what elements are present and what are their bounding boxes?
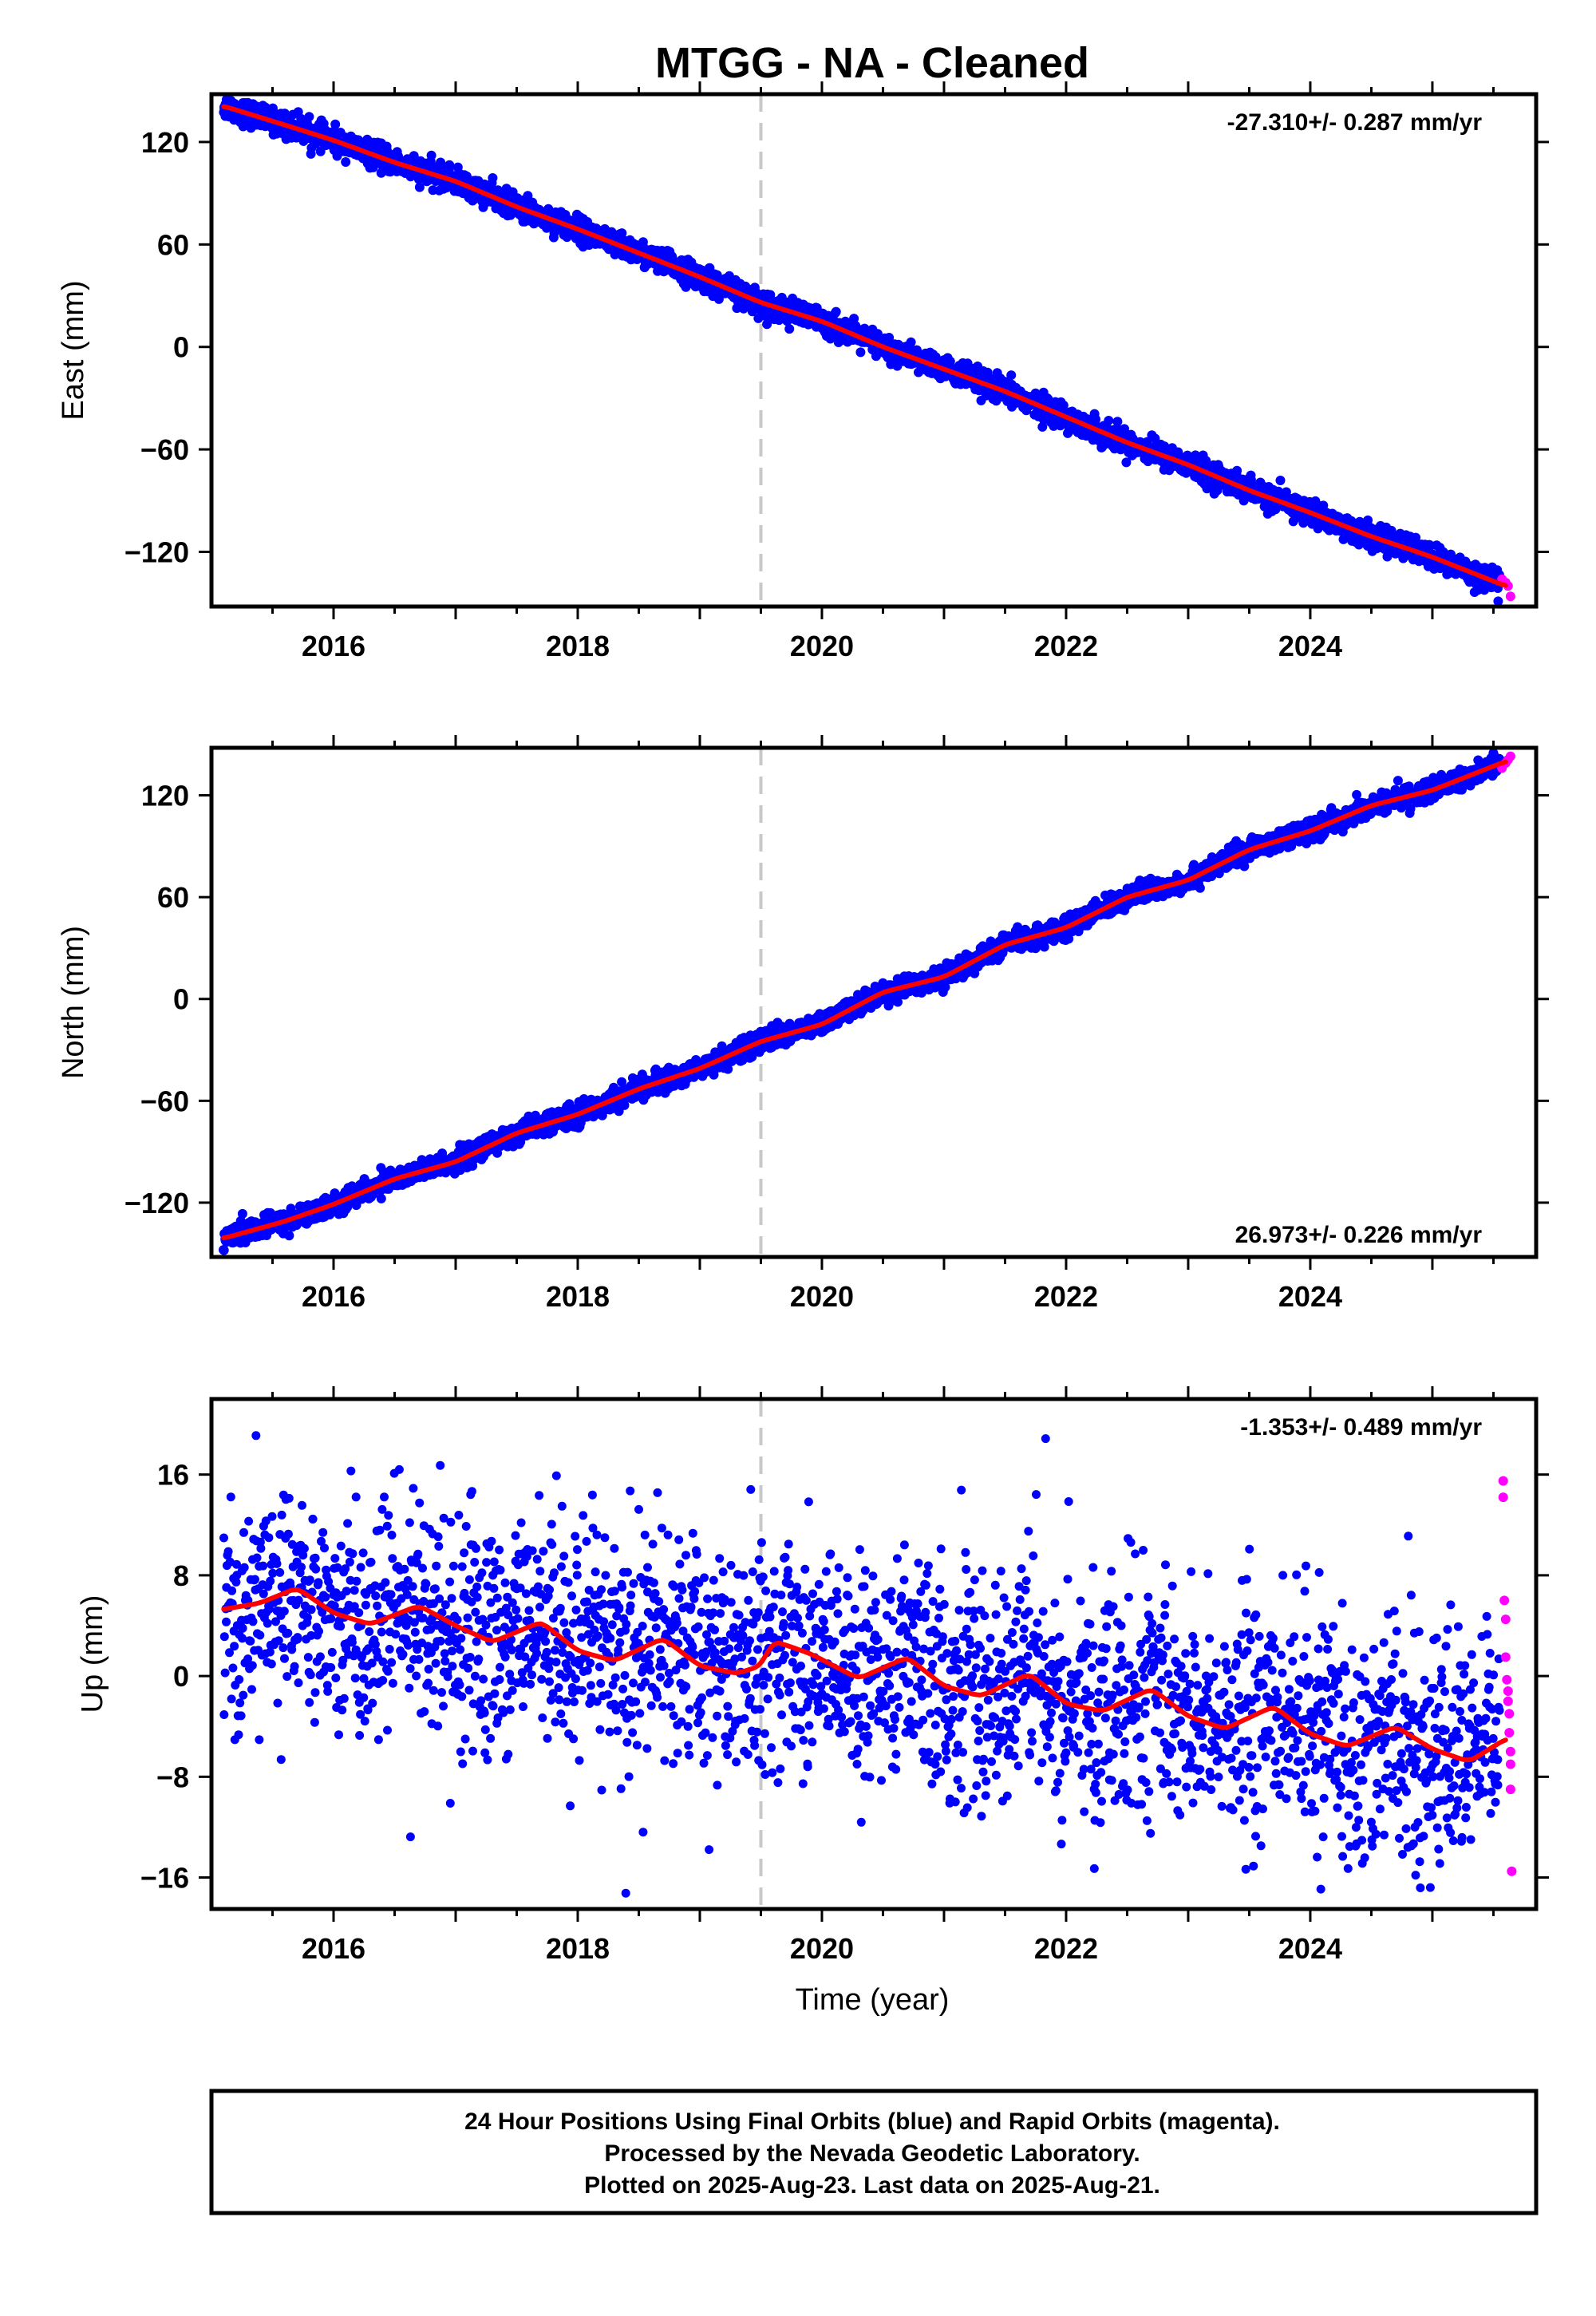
east-rate-label: -27.310+/- 0.287 mm/yr — [1227, 109, 1483, 136]
east-final-orbit-point — [855, 347, 866, 358]
east-final-orbit-point — [330, 119, 341, 129]
east-final-orbit-point — [1006, 370, 1017, 381]
east-final-orbit-point — [1493, 596, 1503, 607]
east-final-orbit-point — [1112, 417, 1123, 427]
east-final-orbit-point — [713, 294, 724, 304]
chart-title: MTGG - NA - Cleaned — [655, 39, 1089, 87]
east-final-orbit-point — [304, 112, 314, 122]
east-x-tick-label: 2022 — [1034, 630, 1098, 662]
east-y-axis-label: East (mm) — [57, 280, 90, 420]
east-y-tick-label: 120 — [141, 126, 189, 159]
east-final-orbit-point — [945, 356, 955, 366]
east-fit-line — [221, 104, 1508, 588]
east-final-orbit-point — [1091, 414, 1100, 425]
east-final-orbit-point — [906, 337, 916, 347]
east-panel: −120 −60 0 60 120 2016 2018 2020 2022 2024 East (m… — [57, 81, 1549, 662]
north-data-points — [219, 748, 1515, 1255]
east-final-orbit-point — [414, 182, 425, 192]
east-rapid-orbit-point — [1505, 591, 1515, 602]
east-final-orbit-point — [831, 306, 841, 317]
east-x-tick-label: 2018 — [546, 630, 610, 662]
east-final-orbit-point — [884, 333, 895, 342]
north-final-orbit-point — [219, 1245, 229, 1255]
east-final-orbit-point — [488, 173, 498, 183]
east-y-tick-label: −120 — [124, 536, 189, 569]
east-final-orbit-point — [426, 150, 437, 160]
north-final-orbit-point — [237, 1208, 247, 1219]
east-final-orbit-point — [1121, 457, 1132, 468]
east-final-orbit-point — [341, 157, 351, 167]
east-final-orbit-point — [1411, 532, 1421, 543]
north-final-orbit-point — [376, 1193, 386, 1203]
east-final-orbit-point — [1318, 500, 1329, 511]
east-x-tick-label: 2024 — [1278, 630, 1342, 662]
east-y-tick-label: −60 — [140, 433, 189, 466]
north-final-orbit-point — [284, 1231, 294, 1241]
east-final-orbit-point — [1201, 456, 1211, 466]
east-final-orbit-point — [1275, 476, 1286, 485]
east-final-orbit-point — [1232, 465, 1242, 476]
east-frame — [209, 92, 1539, 609]
east-final-orbit-point — [1120, 424, 1129, 434]
east-x-tick-label: 2020 — [790, 630, 854, 662]
east-final-orbit-point — [784, 324, 795, 334]
east-final-orbit-point — [1058, 400, 1069, 410]
east-final-orbit-point — [1246, 475, 1256, 485]
east-y-tick-label: 60 — [157, 228, 189, 261]
east-final-orbit-point — [523, 191, 533, 201]
east-final-orbit-point — [1037, 421, 1048, 432]
east-y-tick-label: 0 — [173, 331, 189, 364]
east-final-orbit-point — [849, 314, 859, 324]
east-final-orbit-point — [1104, 416, 1114, 425]
east-final-orbit-point — [638, 237, 648, 247]
east-data-points — [219, 94, 1515, 607]
east-final-orbit-point — [444, 160, 455, 170]
east-x-tick-label: 2016 — [302, 630, 365, 662]
